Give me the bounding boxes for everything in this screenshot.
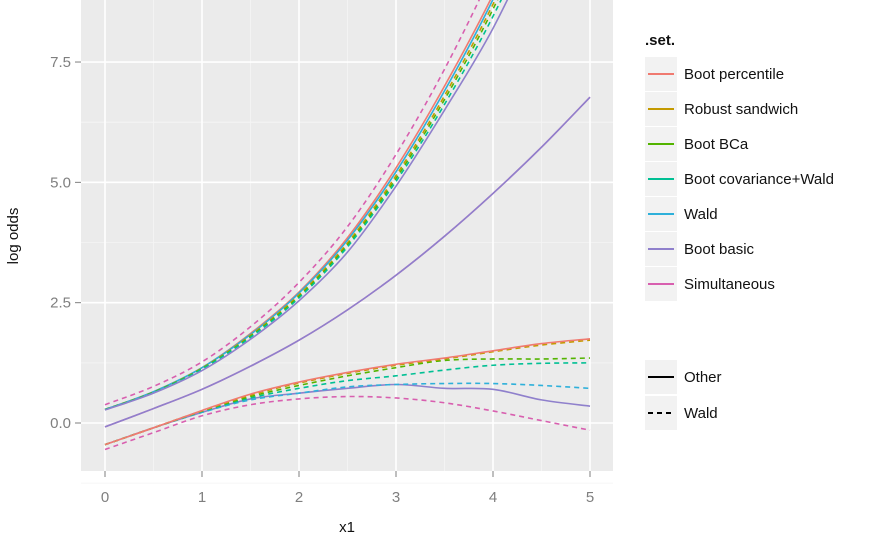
y-tick-label: 7.5 [50, 54, 71, 71]
legend-label: Boot BCa [684, 136, 749, 153]
x-tick-label: 5 [586, 489, 594, 506]
y-axis-label: log odds [5, 208, 22, 265]
series-line-wald-upper [104, 0, 494, 411]
x-tick-label: 0 [101, 489, 109, 506]
series-line-robust-sandwich-upper [104, 0, 496, 411]
series-line-boot-basic-upper [104, 0, 509, 411]
series-line-boot-bca-lower [104, 357, 591, 446]
legend: .set. Boot percentile Robust sandwich Boot… [645, 32, 834, 430]
legend-label: Boot covariance+Wald [684, 171, 834, 188]
axes: 0 1 2 3 4 5 0.0 2.5 5.0 7.5 [50, 54, 594, 506]
plot-panel [81, 0, 613, 471]
gridlines [81, 0, 613, 484]
series-line-boot-percentile-lower [104, 337, 591, 446]
legend-label: Wald [684, 206, 718, 223]
x-tick-label: 4 [489, 489, 497, 506]
x-axis-label: x1 [339, 519, 355, 536]
y-tick-label: 5.0 [50, 174, 71, 191]
series-line-boot-basic-lower [104, 383, 591, 446]
legend-title: .set. [645, 32, 675, 49]
series-lines [104, 0, 591, 451]
legend-label: Robust sandwich [684, 101, 798, 118]
x-tick-label: 3 [392, 489, 400, 506]
series-line-boot-basic-center [104, 96, 591, 428]
y-tick-label: 0.0 [50, 415, 71, 432]
legend-label: Boot percentile [684, 66, 784, 83]
series-line-robust-sandwich-lower [104, 339, 591, 446]
legend-label: Simultaneous [684, 276, 775, 293]
legend-label: Boot basic [684, 241, 755, 258]
x-tick-label: 2 [295, 489, 303, 506]
y-tick-label: 2.5 [50, 295, 71, 312]
x-tick-label: 1 [198, 489, 206, 506]
legend-label: Other [684, 369, 722, 386]
series-line-wald-lower [104, 382, 591, 446]
legend-label: Wald [684, 405, 718, 422]
